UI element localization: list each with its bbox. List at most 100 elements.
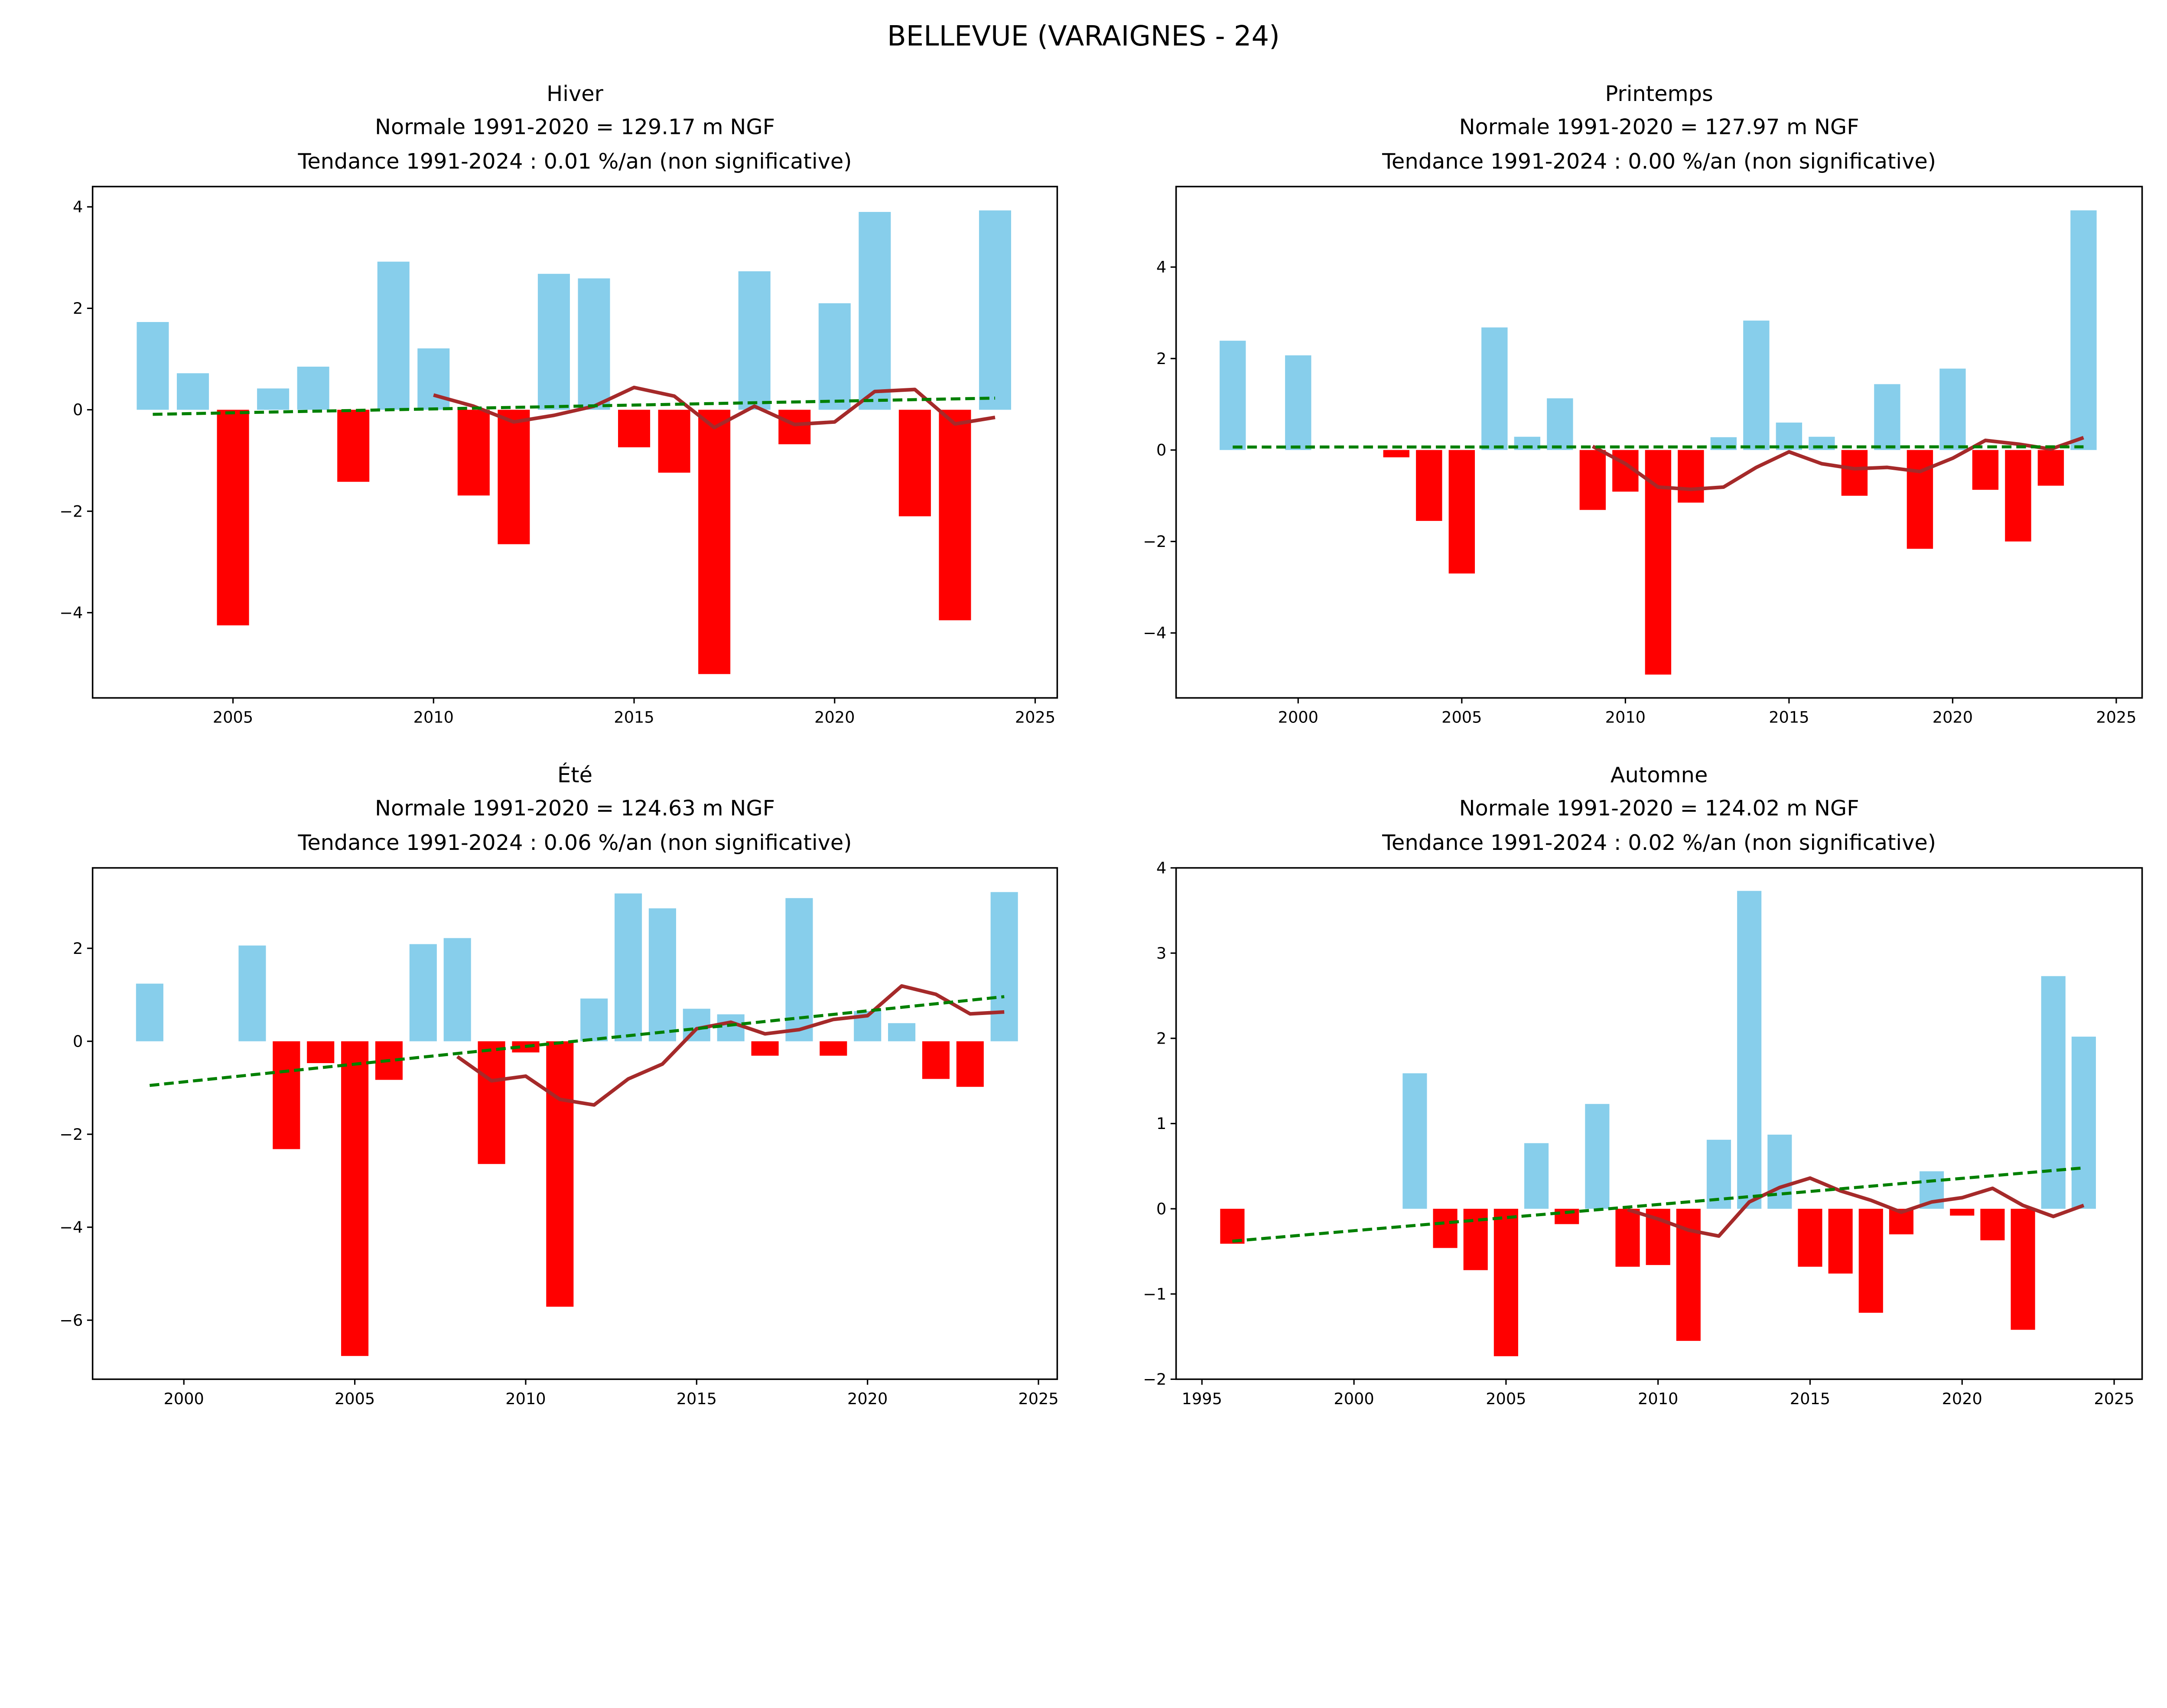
bar-2021: [1972, 450, 1999, 490]
bar-2018: [1874, 384, 1900, 450]
bar-2002: [238, 945, 266, 1041]
y-tick-label: −6: [59, 1311, 83, 1330]
x-tick-label: 2005: [1441, 708, 1482, 727]
y-tick-label: −4: [1143, 624, 1166, 642]
moving-average-line: [433, 385, 996, 429]
bar-2012: [580, 998, 608, 1041]
subplot-trend-text: Tendance 1991-2024 : 0.00 %/an (non sign…: [1382, 149, 1936, 174]
bar-2013: [1737, 891, 1762, 1209]
bar-2020: [818, 303, 851, 410]
y-tick-label: 3: [1156, 944, 1166, 963]
y-tick-label: −2: [59, 502, 83, 521]
bar-2024: [2070, 210, 2097, 450]
y-tick-label: 4: [1156, 258, 1166, 277]
bar-2013: [537, 273, 570, 410]
bar-2003: [137, 322, 169, 410]
bar-2016: [1828, 1209, 1853, 1274]
bar-2022: [898, 410, 931, 517]
bar-2010: [417, 348, 450, 410]
y-tick-label: 0: [1156, 441, 1166, 459]
y-tick-label: 4: [73, 198, 83, 216]
moving-average-line: [1591, 436, 2084, 491]
x-tick-label: 2010: [413, 708, 454, 727]
x-tick-label: 2005: [335, 1389, 375, 1408]
bar-2013: [615, 893, 642, 1041]
bar-2006: [1524, 1143, 1549, 1209]
axes-frame: [91, 185, 1058, 699]
subplot-normal: Normale 1991-2020 = 129.17 m NGF: [375, 114, 775, 139]
x-tick-label: 2000: [1334, 1389, 1374, 1408]
bar-2023: [2041, 976, 2066, 1209]
bar-2017: [751, 1041, 779, 1056]
bar-2024: [2071, 1036, 2096, 1209]
y-tick-label: 2: [1156, 1029, 1166, 1048]
bar-2015: [1798, 1209, 1822, 1267]
y-tick-label: 2: [1156, 349, 1166, 368]
bar-2009: [377, 261, 410, 410]
bar-2005: [341, 1041, 369, 1356]
bar-2024: [990, 892, 1018, 1041]
bar-2020: [1939, 368, 1966, 450]
bar-2011: [1645, 450, 1672, 675]
bar-2021: [888, 1023, 916, 1041]
bar-2017: [1858, 1209, 1883, 1313]
x-tick-label: 2005: [213, 708, 253, 727]
bar-2006: [257, 388, 290, 410]
bar-2008: [443, 938, 471, 1041]
bar-2005: [217, 410, 249, 625]
subplot-normal: Normale 1991-2020 = 127.97 m NGF: [1459, 114, 1859, 139]
subplot-title: Été: [557, 762, 592, 787]
y-tick-label: 4: [1156, 859, 1166, 877]
bar-2004: [1416, 450, 1442, 521]
y-tick-label: −2: [1143, 532, 1166, 551]
figure: BELLEVUE (VARAIGNES - 24) Hiver Normale 1…: [59, 20, 2143, 1408]
y-tick-label: −1: [1143, 1285, 1166, 1303]
bar-2011: [457, 410, 490, 496]
x-tick-label: 2020: [814, 708, 855, 727]
y-tick-label: 0: [73, 400, 83, 419]
y-tick-label: 2: [73, 299, 83, 318]
y-tick-label: 0: [73, 1032, 83, 1051]
bar-2020: [1950, 1209, 1975, 1216]
bar-2007: [297, 367, 329, 410]
bar-2003: [273, 1041, 300, 1149]
bar-2005: [1493, 1209, 1518, 1357]
x-tick-label: 2025: [1015, 708, 1055, 727]
bar-2004: [177, 373, 209, 410]
x-tick-label: 2025: [1018, 1389, 1058, 1408]
x-tick-label: 2010: [1638, 1389, 1678, 1408]
bar-2005: [1448, 450, 1475, 574]
y-tick-label: 1: [1156, 1114, 1166, 1133]
bar-1998: [1220, 341, 1246, 450]
moving-average-line: [1627, 1176, 2085, 1238]
x-tick-label: 2015: [1769, 708, 1809, 727]
moving-average-line: [456, 984, 1005, 1107]
bar-2014: [1767, 1135, 1792, 1209]
bar-2006: [1481, 327, 1508, 450]
bar-2003: [1383, 450, 1410, 458]
bar-2023: [939, 410, 971, 621]
axes-frame: [91, 867, 1058, 1380]
axes-frame: [1175, 185, 2143, 699]
subplot-trend-text: Tendance 1991-2024 : 0.01 %/an (non sign…: [298, 149, 852, 174]
bar-2019: [778, 410, 811, 445]
y-tick-label: −2: [59, 1125, 83, 1144]
x-tick-label: 1995: [1182, 1389, 1222, 1408]
bar-2019: [820, 1041, 847, 1056]
subplots: Hiver Normale 1991-2020 = 129.17 m NGF Ten…: [59, 81, 2143, 1408]
x-tick-label: 2010: [505, 1389, 546, 1408]
x-tick-label: 2020: [1933, 708, 1973, 727]
bar-2014: [1743, 320, 1770, 450]
suptitle: BELLEVUE (VARAIGNES - 24): [887, 20, 1280, 52]
bar-2007: [409, 944, 437, 1041]
bar-2024: [979, 210, 1011, 410]
subplot-4: Automne Normale 1991-2020 = 124.02 m NGF T…: [1143, 762, 2143, 1408]
bar-2009: [1579, 450, 1606, 510]
x-tick-label: 2000: [164, 1389, 204, 1408]
bar-2023: [956, 1041, 984, 1087]
bar-2004: [307, 1041, 335, 1064]
trend-line: [150, 995, 1005, 1087]
bar-2016: [658, 410, 690, 473]
x-tick-label: 2015: [677, 1389, 717, 1408]
bar-2008: [1547, 398, 1573, 450]
